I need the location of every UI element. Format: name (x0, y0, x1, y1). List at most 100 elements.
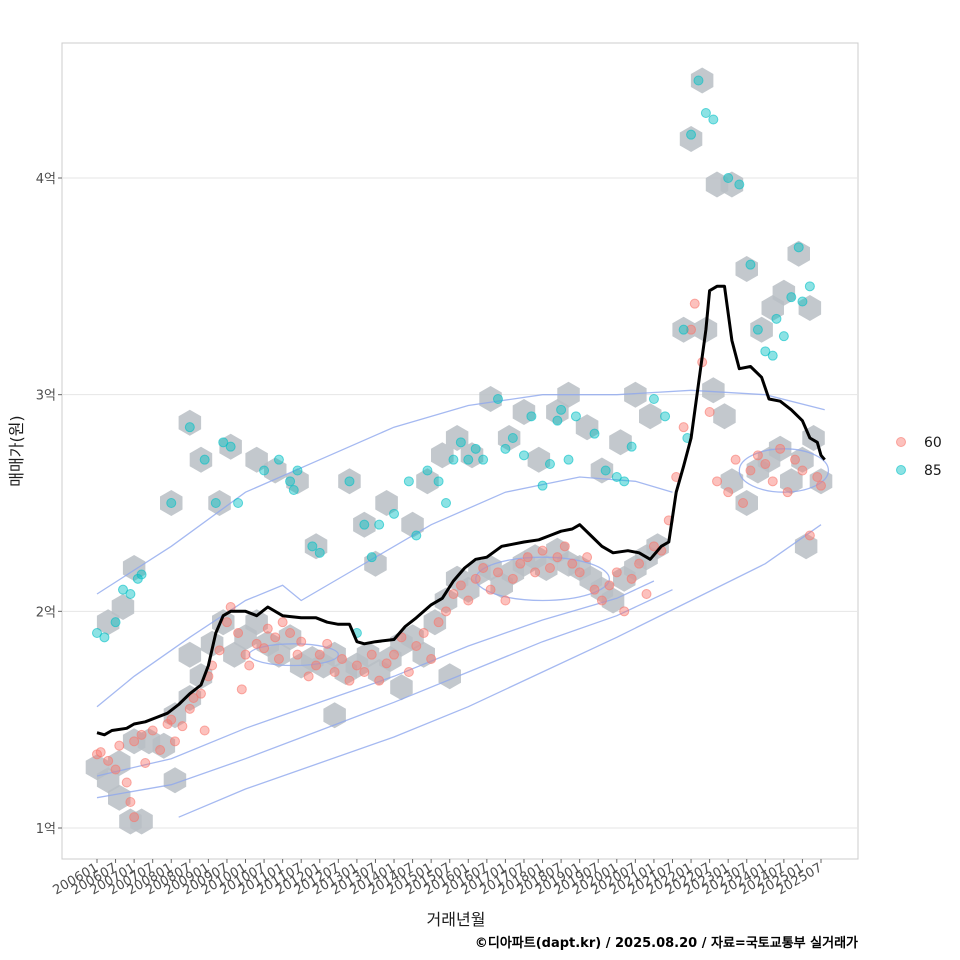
data-point-60 (775, 443, 786, 454)
hexbin-cell (646, 533, 669, 560)
data-point-60 (619, 606, 630, 617)
data-point-60 (641, 589, 652, 599)
density-contour-ellipse (475, 556, 611, 602)
hexbin-cell (390, 674, 413, 701)
hexbin-cell (445, 425, 469, 451)
data-point-85 (693, 75, 704, 86)
hexbin-cell (160, 490, 183, 516)
legend-label-85: 85 (924, 463, 942, 479)
hexbin-cell (108, 784, 131, 811)
data-point-60 (455, 580, 466, 591)
data-point-85 (285, 476, 296, 487)
x-axis: 2006012006072007012007072008012008072009… (51, 859, 825, 898)
data-point-60 (678, 422, 689, 433)
data-point-60 (322, 638, 333, 649)
data-point-60 (285, 628, 296, 638)
data-point-85 (570, 411, 581, 422)
hexbin-cell (479, 386, 502, 412)
data-point-85 (686, 129, 697, 140)
data-point-60 (752, 450, 763, 461)
data-point-60 (337, 654, 348, 664)
y-tick-label: 1억 (36, 822, 56, 837)
data-point-60 (374, 675, 385, 686)
data-point-60 (136, 729, 147, 740)
data-point-60 (433, 617, 444, 628)
hexbin-cell (672, 316, 695, 343)
data-point-60 (270, 632, 281, 643)
density-contour-ellipse (738, 448, 830, 493)
hexbin-cell (798, 295, 822, 321)
data-point-85 (292, 465, 303, 476)
hexbin-cell (401, 624, 424, 651)
data-point-60 (129, 812, 140, 823)
density-contour (96, 589, 673, 799)
data-point-85 (760, 346, 771, 357)
data-point-85 (463, 454, 474, 465)
data-point-85 (660, 411, 671, 422)
density-contour (96, 580, 655, 777)
hexbin-cell (702, 377, 725, 404)
data-point-85 (537, 480, 548, 491)
hexbin-layer (85, 67, 833, 835)
data-point-60 (351, 660, 362, 671)
data-point-60 (544, 563, 555, 573)
data-point-60 (589, 584, 600, 595)
data-point-60 (816, 480, 826, 491)
density-contour (178, 524, 822, 818)
data-point-60 (804, 530, 815, 541)
density-contour-layer (96, 389, 830, 818)
scatter-layer (92, 75, 826, 823)
hexbin-cell (219, 433, 242, 460)
data-point-85 (218, 437, 229, 448)
data-point-60 (103, 755, 114, 766)
hexbin-cell (416, 468, 439, 495)
data-point-60 (797, 465, 808, 476)
hexbin-cell (178, 685, 202, 711)
data-point-85 (619, 476, 630, 487)
hexbin-cell (624, 381, 647, 408)
data-point-85 (600, 465, 611, 476)
data-point-85 (544, 459, 555, 469)
hexbin-cell (356, 641, 380, 668)
data-point-60 (712, 476, 723, 487)
data-point-85 (793, 242, 804, 253)
data-point-60 (596, 595, 607, 606)
moving-average-line (96, 284, 826, 737)
hexbin-cell (575, 414, 599, 441)
data-point-60 (177, 721, 188, 732)
y-axis: 1억 2억 3억 4억 (36, 172, 62, 837)
data-point-60 (114, 740, 125, 751)
data-point-85 (92, 628, 102, 638)
data-point-60 (233, 628, 244, 638)
x-axis-title: 거래년월 (427, 910, 486, 929)
hexbin-cell (178, 641, 202, 668)
data-point-60 (507, 573, 518, 584)
hexbin-cell (208, 490, 231, 516)
data-point-60 (311, 660, 322, 671)
data-point-85 (125, 589, 136, 599)
legend-key-60 (896, 437, 906, 447)
source-caption: ©디아파트(dapt.kr) / 2025.08.20 / 자료=국토교통부 실… (475, 935, 858, 951)
data-point-85 (210, 498, 221, 508)
data-point-85 (441, 498, 452, 508)
hexbin-cell (512, 399, 536, 425)
data-point-85 (273, 454, 284, 465)
hexbin-cell (189, 446, 213, 473)
density-contour (96, 389, 825, 595)
y-tick-label: 3억 (36, 389, 56, 404)
data-point-60 (262, 623, 273, 634)
data-point-85 (184, 422, 195, 433)
data-point-60 (470, 573, 481, 584)
hexbin-cell (609, 429, 632, 456)
data-point-85 (507, 433, 518, 443)
data-point-60 (95, 747, 106, 758)
hexbin-cell (152, 732, 176, 759)
data-point-60 (366, 649, 377, 660)
data-point-60 (530, 567, 541, 578)
data-point-60 (389, 649, 400, 660)
data-point-60 (604, 580, 615, 591)
data-point-85 (359, 519, 370, 530)
data-point-60 (329, 667, 340, 677)
data-point-85 (526, 411, 537, 422)
data-point-60 (140, 758, 151, 768)
